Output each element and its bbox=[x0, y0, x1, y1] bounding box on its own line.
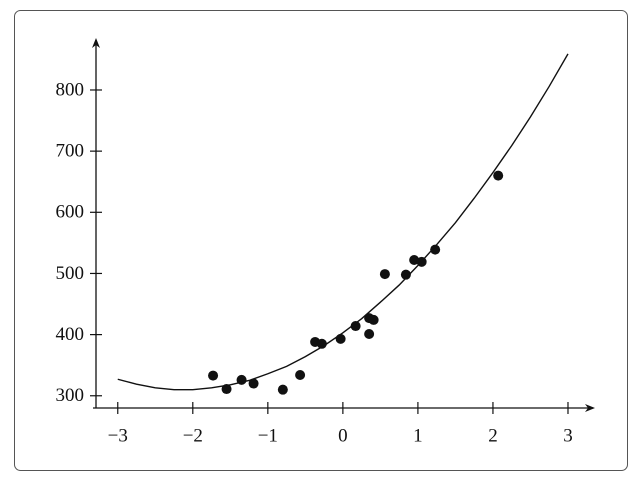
y-tick-label: 800 bbox=[56, 79, 85, 100]
point bbox=[248, 378, 259, 389]
point bbox=[335, 333, 346, 344]
point bbox=[364, 329, 375, 339]
point bbox=[493, 170, 504, 181]
point bbox=[350, 321, 361, 332]
y-tick-label: 600 bbox=[56, 202, 85, 223]
y-tick-label: 400 bbox=[56, 324, 85, 345]
x-tick-label: −1 bbox=[258, 425, 278, 446]
point bbox=[409, 255, 420, 265]
fit-curve bbox=[117, 53, 569, 391]
point bbox=[400, 269, 411, 280]
x-axis-arrow bbox=[585, 404, 595, 412]
x-tick-label: 0 bbox=[338, 425, 348, 446]
point bbox=[379, 269, 390, 280]
point bbox=[295, 369, 306, 380]
y-tick-label: 300 bbox=[56, 385, 85, 406]
point bbox=[277, 384, 288, 395]
x-tick-label: −3 bbox=[108, 425, 128, 446]
point bbox=[221, 384, 232, 395]
point bbox=[430, 244, 441, 255]
frame bbox=[14, 10, 628, 471]
x-tick-label: −2 bbox=[183, 425, 203, 446]
y-axis-arrow bbox=[92, 38, 100, 48]
x-tick-label: 3 bbox=[563, 425, 573, 446]
point bbox=[368, 314, 379, 325]
y-tick-label: 500 bbox=[56, 263, 85, 284]
x-tick-label: 2 bbox=[488, 425, 498, 446]
point bbox=[208, 370, 219, 381]
x-tick-label: 1 bbox=[413, 425, 423, 446]
y-tick-label: 700 bbox=[56, 140, 85, 161]
